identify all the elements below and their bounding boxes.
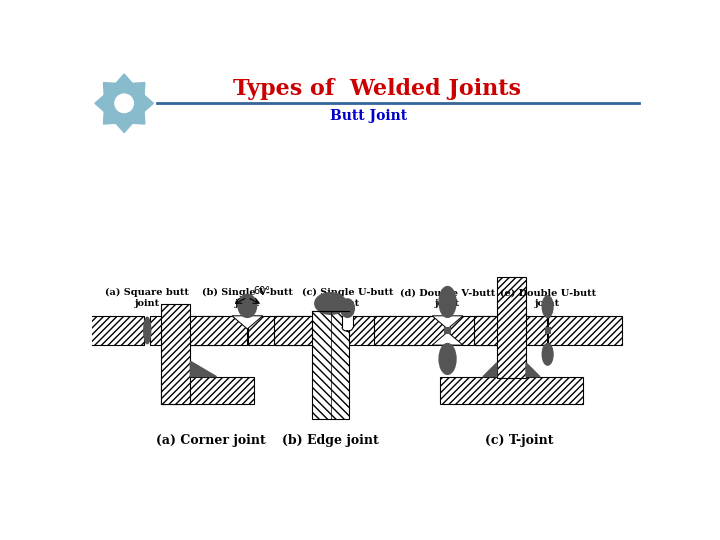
Bar: [348, 316, 421, 345]
Ellipse shape: [238, 294, 256, 318]
Bar: [440, 377, 582, 403]
Bar: [374, 316, 447, 345]
Bar: [71, 316, 144, 345]
Ellipse shape: [542, 343, 553, 365]
Text: (e) Double U-butt
joint: (e) Double U-butt joint: [500, 288, 595, 307]
Bar: [161, 303, 190, 403]
Text: (b) Edge joint: (b) Edge joint: [282, 434, 379, 448]
Bar: [474, 316, 547, 345]
Polygon shape: [232, 316, 263, 329]
Ellipse shape: [315, 293, 346, 314]
Ellipse shape: [439, 287, 456, 318]
Polygon shape: [190, 361, 217, 377]
Bar: [248, 316, 321, 345]
Text: (a) Square butt
joint: (a) Square butt joint: [105, 288, 189, 308]
Circle shape: [102, 82, 145, 125]
Text: (b) Single V-butt
joint: (b) Single V-butt joint: [202, 288, 293, 308]
Bar: [161, 377, 253, 403]
Polygon shape: [432, 332, 463, 345]
Bar: [544, 327, 551, 334]
Text: (c) T-joint: (c) T-joint: [485, 434, 554, 448]
Polygon shape: [95, 74, 153, 132]
Text: (a) Corner joint: (a) Corner joint: [156, 434, 266, 448]
Bar: [449, 316, 521, 345]
Bar: [497, 276, 526, 378]
Bar: [174, 316, 246, 345]
Bar: [150, 316, 223, 345]
Polygon shape: [432, 316, 463, 329]
Bar: [312, 311, 349, 419]
Ellipse shape: [341, 299, 354, 318]
Text: 60°: 60°: [253, 286, 271, 296]
Text: (c) Single U-butt
joint: (c) Single U-butt joint: [302, 288, 393, 308]
Ellipse shape: [542, 296, 553, 318]
Circle shape: [115, 94, 133, 112]
Text: (d) Double V-butt
joint: (d) Double V-butt joint: [400, 288, 495, 307]
Bar: [549, 316, 621, 345]
Ellipse shape: [144, 318, 150, 343]
Text: Types of  Welded Joints: Types of Welded Joints: [233, 78, 521, 100]
Bar: [444, 327, 451, 334]
Polygon shape: [526, 363, 540, 377]
Ellipse shape: [439, 343, 456, 374]
Text: Butt Joint: Butt Joint: [330, 110, 408, 123]
Bar: [274, 316, 346, 345]
Polygon shape: [483, 363, 497, 377]
Bar: [342, 316, 353, 330]
